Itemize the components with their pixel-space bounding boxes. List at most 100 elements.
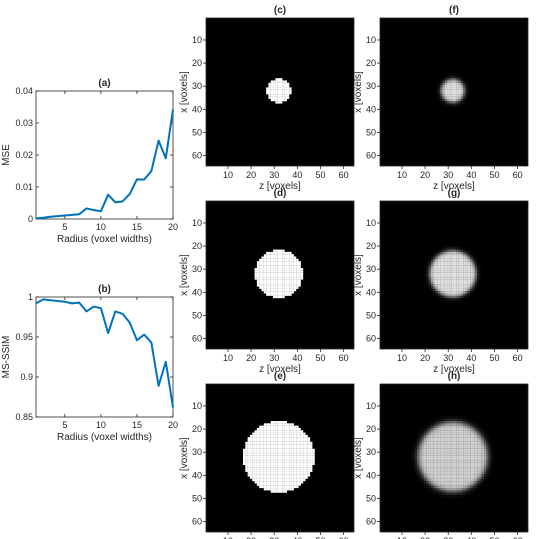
voxel <box>463 430 466 433</box>
voxel <box>263 471 267 475</box>
voxel <box>456 471 459 475</box>
voxel <box>479 455 482 459</box>
voxel <box>449 295 452 299</box>
voxel <box>263 258 267 262</box>
x-tick-label: 30 <box>269 536 279 539</box>
voxel <box>460 437 464 440</box>
voxel <box>470 474 473 477</box>
voxel <box>442 96 445 99</box>
data-point <box>157 385 160 387</box>
data-point <box>64 301 66 303</box>
voxel <box>291 284 294 287</box>
voxel <box>421 458 424 461</box>
voxel <box>449 421 452 424</box>
voxel <box>310 444 313 447</box>
voxel <box>444 437 448 440</box>
voxel <box>442 460 445 463</box>
voxel <box>437 268 441 271</box>
voxel <box>259 258 262 262</box>
voxel <box>263 455 267 459</box>
voxel <box>266 448 269 452</box>
voxel <box>442 418 445 422</box>
voxel <box>467 295 471 299</box>
x-tick-label: 30 <box>443 353 453 363</box>
x-tick-label: 50 <box>489 536 499 539</box>
voxel <box>307 458 311 461</box>
voxel <box>270 281 274 285</box>
voxel <box>430 268 434 271</box>
voxel <box>426 284 429 287</box>
voxel <box>421 481 424 484</box>
voxel <box>463 444 466 447</box>
voxel <box>291 441 294 445</box>
voxel <box>491 441 494 445</box>
voxel <box>491 464 494 468</box>
voxel <box>428 270 431 273</box>
voxel <box>454 298 457 301</box>
voxel <box>456 425 459 428</box>
voxel <box>449 478 452 482</box>
voxel <box>286 92 290 95</box>
voxel <box>256 275 260 278</box>
voxel <box>307 467 311 470</box>
voxel <box>268 89 271 93</box>
voxel <box>423 444 427 447</box>
voxel <box>488 471 492 475</box>
voxel <box>458 92 461 95</box>
voxel <box>296 272 299 276</box>
voxel <box>289 481 292 484</box>
voxel <box>437 251 441 255</box>
voxel <box>460 268 464 271</box>
voxel <box>484 458 487 461</box>
voxel <box>417 437 420 440</box>
voxel <box>440 85 443 88</box>
voxel <box>426 448 429 452</box>
voxel <box>268 94 271 97</box>
voxel <box>291 270 294 273</box>
x-axis-label: z [voxels] <box>433 181 475 192</box>
voxel <box>442 251 445 255</box>
voxel <box>433 270 436 273</box>
voxel <box>442 439 445 442</box>
voxel <box>280 251 283 255</box>
voxel <box>266 467 269 470</box>
voxel <box>259 281 262 285</box>
voxel <box>451 300 455 303</box>
voxel <box>447 464 450 468</box>
voxel <box>423 469 427 472</box>
voxel <box>310 446 313 449</box>
voxel <box>270 434 274 438</box>
voxel <box>289 441 292 445</box>
voxel <box>266 455 269 459</box>
voxel <box>289 87 292 90</box>
voxel <box>261 464 264 468</box>
voxel <box>247 474 250 477</box>
voxel <box>444 244 448 248</box>
voxel <box>465 254 468 257</box>
voxel <box>472 279 475 282</box>
voxel <box>474 263 478 266</box>
voxel <box>298 263 301 266</box>
voxel <box>454 279 457 282</box>
voxel <box>284 471 287 475</box>
voxel <box>454 80 457 83</box>
voxel <box>270 286 274 289</box>
voxel <box>467 490 471 493</box>
voxel <box>286 270 290 273</box>
voxel <box>444 254 448 257</box>
voxel <box>296 265 299 269</box>
voxel <box>249 451 253 454</box>
voxel <box>474 425 478 428</box>
voxel <box>247 441 250 445</box>
voxel <box>277 272 281 276</box>
voxel <box>284 458 287 461</box>
voxel <box>479 467 482 470</box>
voxel <box>467 85 471 88</box>
voxel <box>454 277 457 280</box>
voxel <box>300 444 304 447</box>
voxel <box>275 441 278 445</box>
voxel <box>254 476 257 479</box>
voxel <box>270 268 274 271</box>
voxel <box>460 485 464 489</box>
voxel <box>470 462 473 465</box>
